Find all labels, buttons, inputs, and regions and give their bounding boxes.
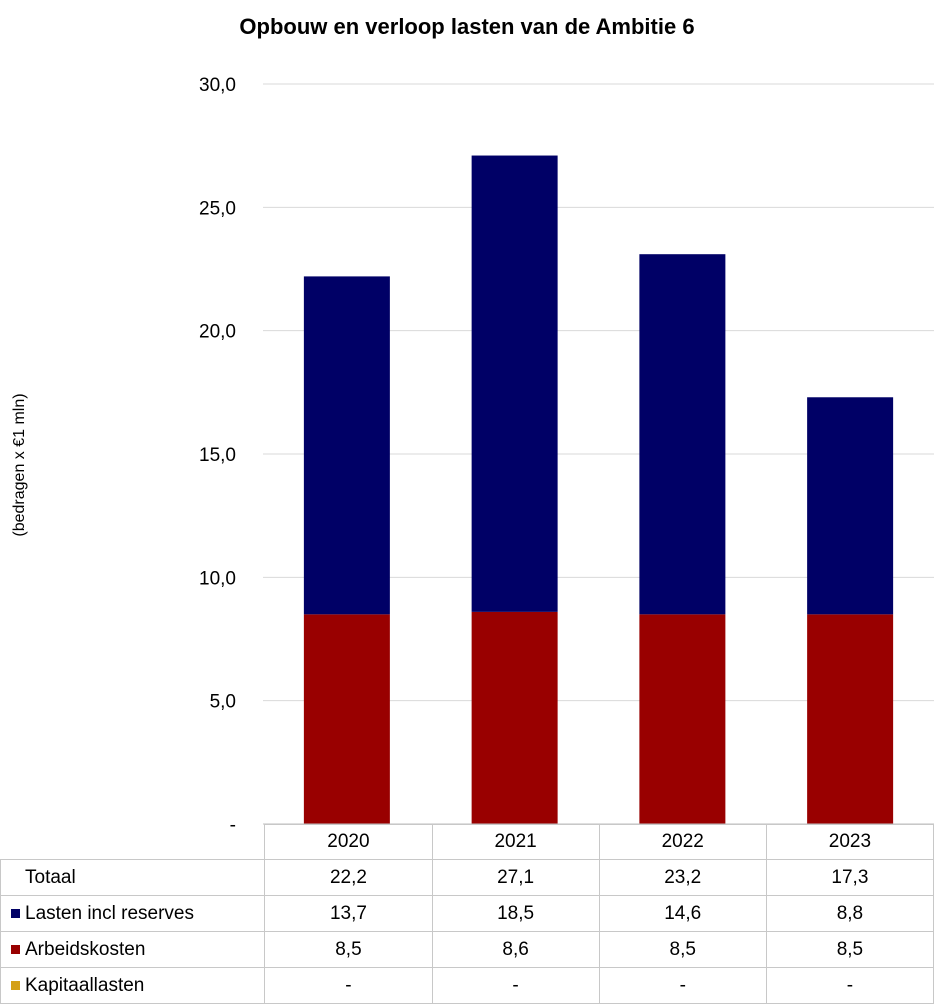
bar-arbeidskosten-2021 bbox=[471, 611, 558, 824]
table-cell: 13,7 bbox=[264, 895, 433, 932]
row-label-text: Arbeidskosten bbox=[25, 938, 146, 960]
table-cell: 22,2 bbox=[264, 859, 433, 896]
row-label-text: Totaal bbox=[25, 866, 76, 888]
table-header-2022: 2022 bbox=[598, 824, 767, 860]
row-label-text: Kapitaallasten bbox=[25, 974, 145, 996]
bar-arbeidskosten-2022 bbox=[639, 614, 726, 824]
y-tick-label: 30,0 bbox=[199, 75, 236, 96]
data-table: 2020 2021 2022 2023 Totaal 22,2 27,1 23,… bbox=[0, 824, 934, 1004]
table-cell: 18,5 bbox=[431, 895, 600, 932]
legend-swatch-kapitaallasten bbox=[11, 980, 20, 990]
table-header-2023: 2023 bbox=[765, 824, 934, 860]
table-corner-cell bbox=[0, 824, 266, 860]
bar-lasten-incl-reserves-2023 bbox=[807, 397, 894, 615]
legend-swatch-arbeidskosten bbox=[11, 944, 20, 954]
table-cell: 8,5 bbox=[264, 931, 433, 968]
row-label-text: Lasten incl reserves bbox=[25, 902, 194, 924]
table-cell: 23,2 bbox=[598, 859, 767, 896]
table-row-arbeidskosten: Arbeidskosten 8,5 8,6 8,5 8,5 bbox=[0, 931, 934, 968]
table-cell: - bbox=[264, 967, 433, 1004]
row-label-arbeidskosten: Arbeidskosten bbox=[0, 931, 266, 968]
table-cell: 8,5 bbox=[598, 931, 767, 968]
legend-swatch-lasten bbox=[11, 908, 20, 918]
y-tick-label: 15,0 bbox=[199, 445, 236, 466]
table-header-2021: 2021 bbox=[431, 824, 600, 860]
table-cell: 27,1 bbox=[431, 859, 600, 896]
plot-area: - 5,0 10,0 15,0 20,0 25,0 30,0 bbox=[199, 75, 934, 830]
y-tick-label: 10,0 bbox=[199, 568, 236, 589]
table-cell: - bbox=[765, 967, 934, 1004]
table-row-totaal: Totaal 22,2 27,1 23,2 17,3 bbox=[0, 859, 934, 896]
table-cell: 8,5 bbox=[765, 931, 934, 968]
table-header-row: 2020 2021 2022 2023 bbox=[0, 824, 934, 860]
bar-lasten-incl-reserves-2021 bbox=[471, 155, 558, 612]
bar-lasten-incl-reserves-2022 bbox=[639, 254, 726, 615]
table-header-2020: 2020 bbox=[264, 824, 433, 860]
chart-title: Opbouw en verloop lasten van de Ambitie … bbox=[239, 14, 695, 39]
table-row-kapitaallasten: Kapitaallasten - - - - bbox=[0, 967, 934, 1004]
table-cell: 14,6 bbox=[598, 895, 767, 932]
row-label-kapitaallasten: Kapitaallasten bbox=[0, 967, 266, 1004]
bar-arbeidskosten-2020 bbox=[303, 614, 390, 824]
y-tick-label: - bbox=[230, 815, 236, 830]
y-tick-label: 25,0 bbox=[199, 198, 236, 219]
bar-lasten-incl-reserves-2020 bbox=[303, 276, 390, 615]
table-cell: 8,8 bbox=[765, 895, 934, 932]
table-cell: 17,3 bbox=[765, 859, 934, 896]
y-tick-label: 20,0 bbox=[199, 322, 236, 343]
table-cell: - bbox=[598, 967, 767, 1004]
bar-arbeidskosten-2023 bbox=[807, 614, 894, 824]
table-cell: 8,6 bbox=[431, 931, 600, 968]
row-label-lasten: Lasten incl reserves bbox=[0, 895, 266, 932]
table-row-lasten: Lasten incl reserves 13,7 18,5 14,6 8,8 bbox=[0, 895, 934, 932]
table-cell: - bbox=[431, 967, 600, 1004]
y-tick-label: 5,0 bbox=[210, 692, 236, 713]
row-label-totaal: Totaal bbox=[0, 859, 266, 896]
